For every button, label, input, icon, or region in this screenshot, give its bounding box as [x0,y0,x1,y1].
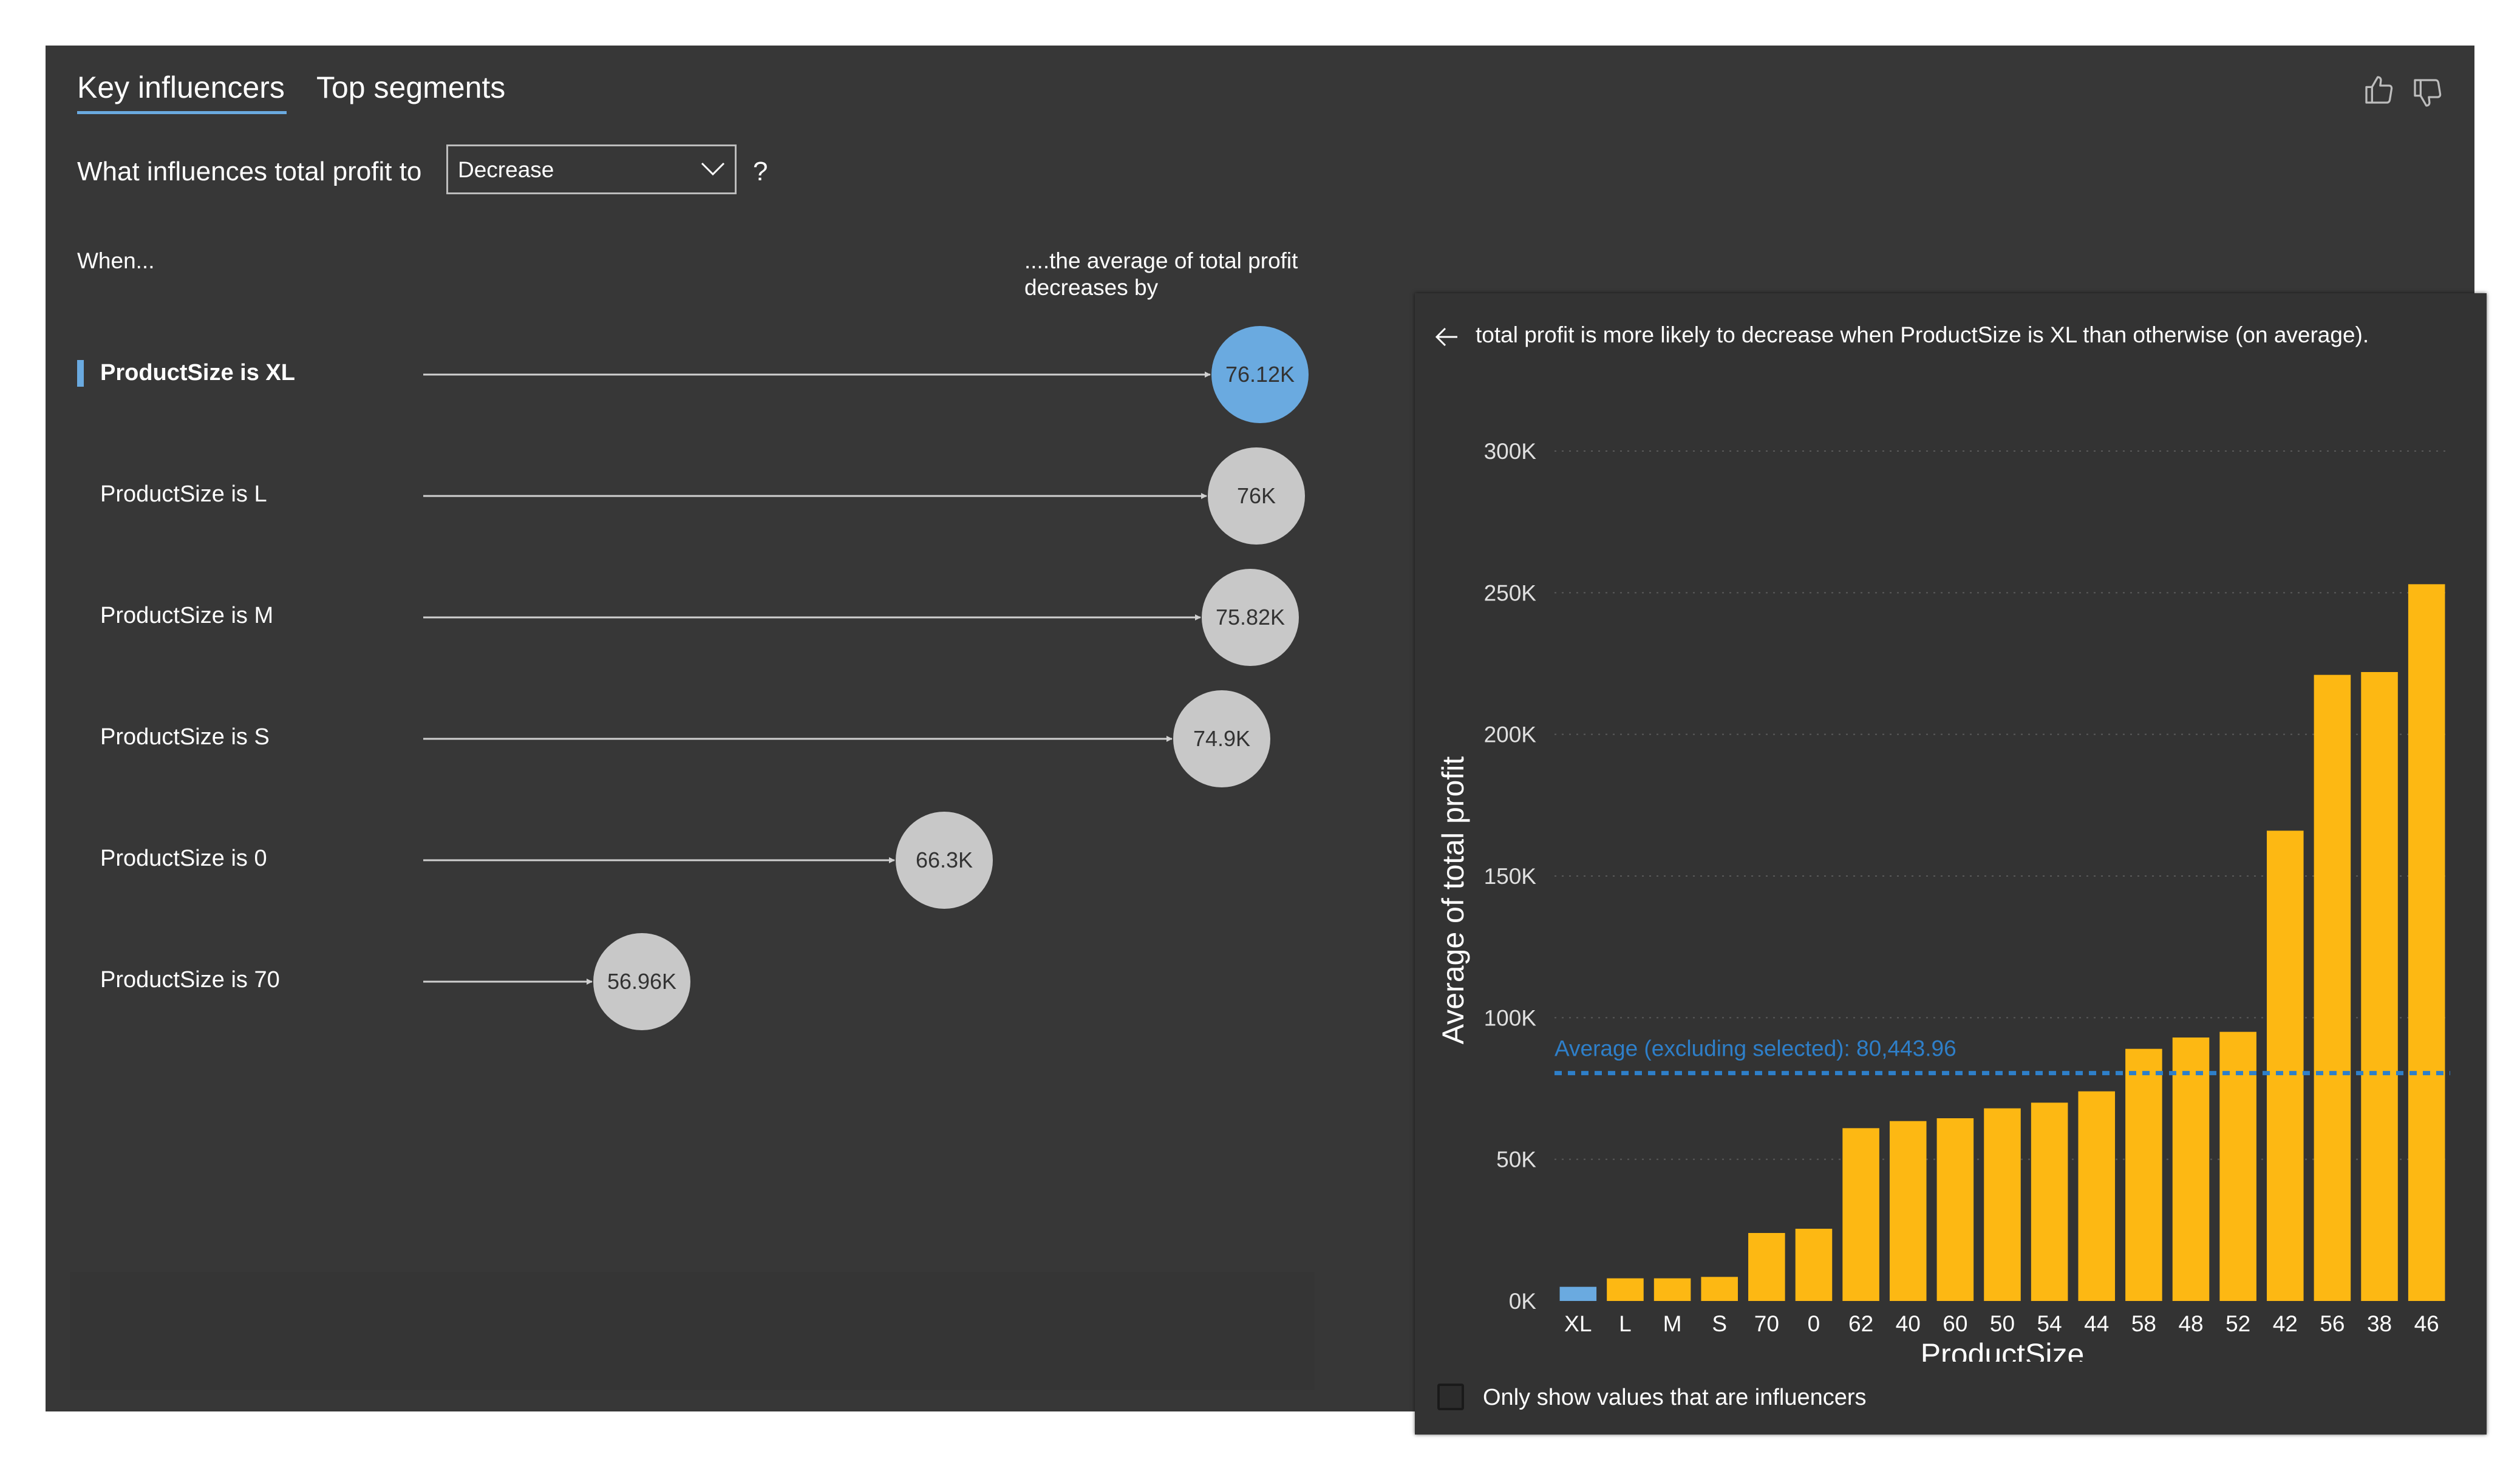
bar-50 [1984,1108,2021,1301]
back-arrow-icon[interactable] [1433,325,1460,352]
x-tick-label: 38 [2367,1311,2392,1336]
visual-frame: Key influencers Top segments What influe… [46,46,2487,1435]
profit-bar-chart: 0K 50K 100K 150K 200K 250K 300K XL L M S 70 0 62 40 60 5… [1436,439,2450,1362]
influencer-bubble-l[interactable]: 76K [1208,447,1305,545]
y-tick-label: 100K [1484,1005,1537,1030]
bar-62 [1842,1128,1879,1301]
x-axis-title: ProductSize [1921,1337,2085,1362]
influencer-label-s[interactable]: ProductSize is S [100,724,270,750]
bar-56 [2314,674,2351,1301]
list-footer-area [70,1272,1315,1390]
influencer-bubble-s[interactable]: 74.9K [1173,690,1270,787]
x-tick-label: M [1663,1311,1682,1336]
influencer-label-xl[interactable]: ProductSize is XL [100,360,295,385]
x-tick-label: 52 [2225,1311,2250,1336]
bar-54 [2031,1102,2068,1301]
detail-panel: total profit is more likely to decrease … [1415,293,2487,1435]
y-tick-label: 150K [1484,864,1537,889]
x-tick-label: 42 [2273,1311,2298,1336]
influencer-label-0[interactable]: ProductSize is 0 [100,846,267,871]
x-tick-label: 50 [1990,1311,2015,1336]
x-tick-label: 58 [2131,1311,2156,1336]
influencer-bubble-m[interactable]: 75.82K [1202,569,1299,666]
x-tick-label: 0 [1808,1311,1820,1336]
bar-48 [2172,1038,2210,1301]
y-tick-label: 200K [1484,722,1537,747]
question-prefix: What influences total profit to [77,157,422,186]
influencer-label-m[interactable]: ProductSize is M [100,603,274,628]
bar-0 [1795,1229,1833,1301]
bar-70 [1748,1233,1785,1301]
effect-header: ....the average of total profit decrease… [1024,248,1298,300]
y-tick-label: 250K [1484,580,1537,605]
bar-l [1607,1278,1644,1301]
bar-46 [2408,584,2445,1301]
influencer-arrows [423,372,1211,985]
x-tick-label: 54 [2037,1311,2062,1336]
active-tab-indicator [77,111,287,114]
bar-42 [2267,830,2304,1301]
when-header: When... [77,248,155,273]
tab-top-segments[interactable]: Top segments [316,70,506,104]
influencer-bubble-xl[interactable]: 76.12K [1211,326,1309,423]
dropdown-value: Decrease [458,157,554,182]
x-tick-label: 44 [2084,1311,2109,1336]
y-axis-title: Average of total profit [1436,756,1470,1044]
x-tick-label: 48 [2178,1311,2203,1336]
average-reference-label: Average (excluding selected): 80,443.96 [1555,1036,1956,1061]
bar-s [1701,1277,1738,1301]
bar-60 [1936,1118,1974,1301]
y-tick-label: 0K [1509,1289,1537,1314]
x-tick-label: S [1712,1311,1727,1336]
bar-xl [1559,1286,1597,1301]
outcome-dropdown[interactable]: Decrease [446,144,737,194]
tab-key-influencers[interactable]: Key influencers [77,70,285,104]
chevron-down-icon [700,160,726,181]
x-tick-label: 62 [1848,1311,1873,1336]
bar-44 [2078,1091,2116,1301]
bar-m [1653,1278,1691,1301]
selected-row-indicator [77,360,84,387]
x-tick-label: 60 [1943,1311,1967,1336]
influencer-bubble-70[interactable]: 56.96K [593,933,690,1030]
thumbs-down-icon[interactable] [2411,76,2445,110]
x-tick-label: 46 [2414,1311,2439,1336]
bar-40 [1889,1121,1927,1301]
influencer-label-70[interactable]: ProductSize is 70 [100,967,280,993]
x-tick-label: 56 [2320,1311,2345,1336]
thumbs-up-icon[interactable] [2362,73,2396,107]
y-tick-label: 300K [1484,439,1537,464]
x-tick-label: L [1619,1311,1632,1336]
bar-38 [2361,672,2398,1301]
x-tick-label: 40 [1896,1311,1921,1336]
influencers-only-checkbox[interactable] [1437,1384,1464,1410]
influencer-label-l[interactable]: ProductSize is L [100,481,267,507]
bar-58 [2125,1048,2162,1301]
question-suffix: ? [753,157,768,186]
influencer-bubble-0[interactable]: 66.3K [896,812,993,909]
influencers-only-label: Only show values that are influencers [1483,1385,1867,1410]
y-tick-label: 50K [1496,1147,1536,1172]
detail-title: total profit is more likely to decrease … [1476,322,2369,347]
x-tick-label: XL [1564,1311,1592,1336]
x-tick-label: 70 [1754,1311,1779,1336]
bar-52 [2219,1031,2256,1301]
